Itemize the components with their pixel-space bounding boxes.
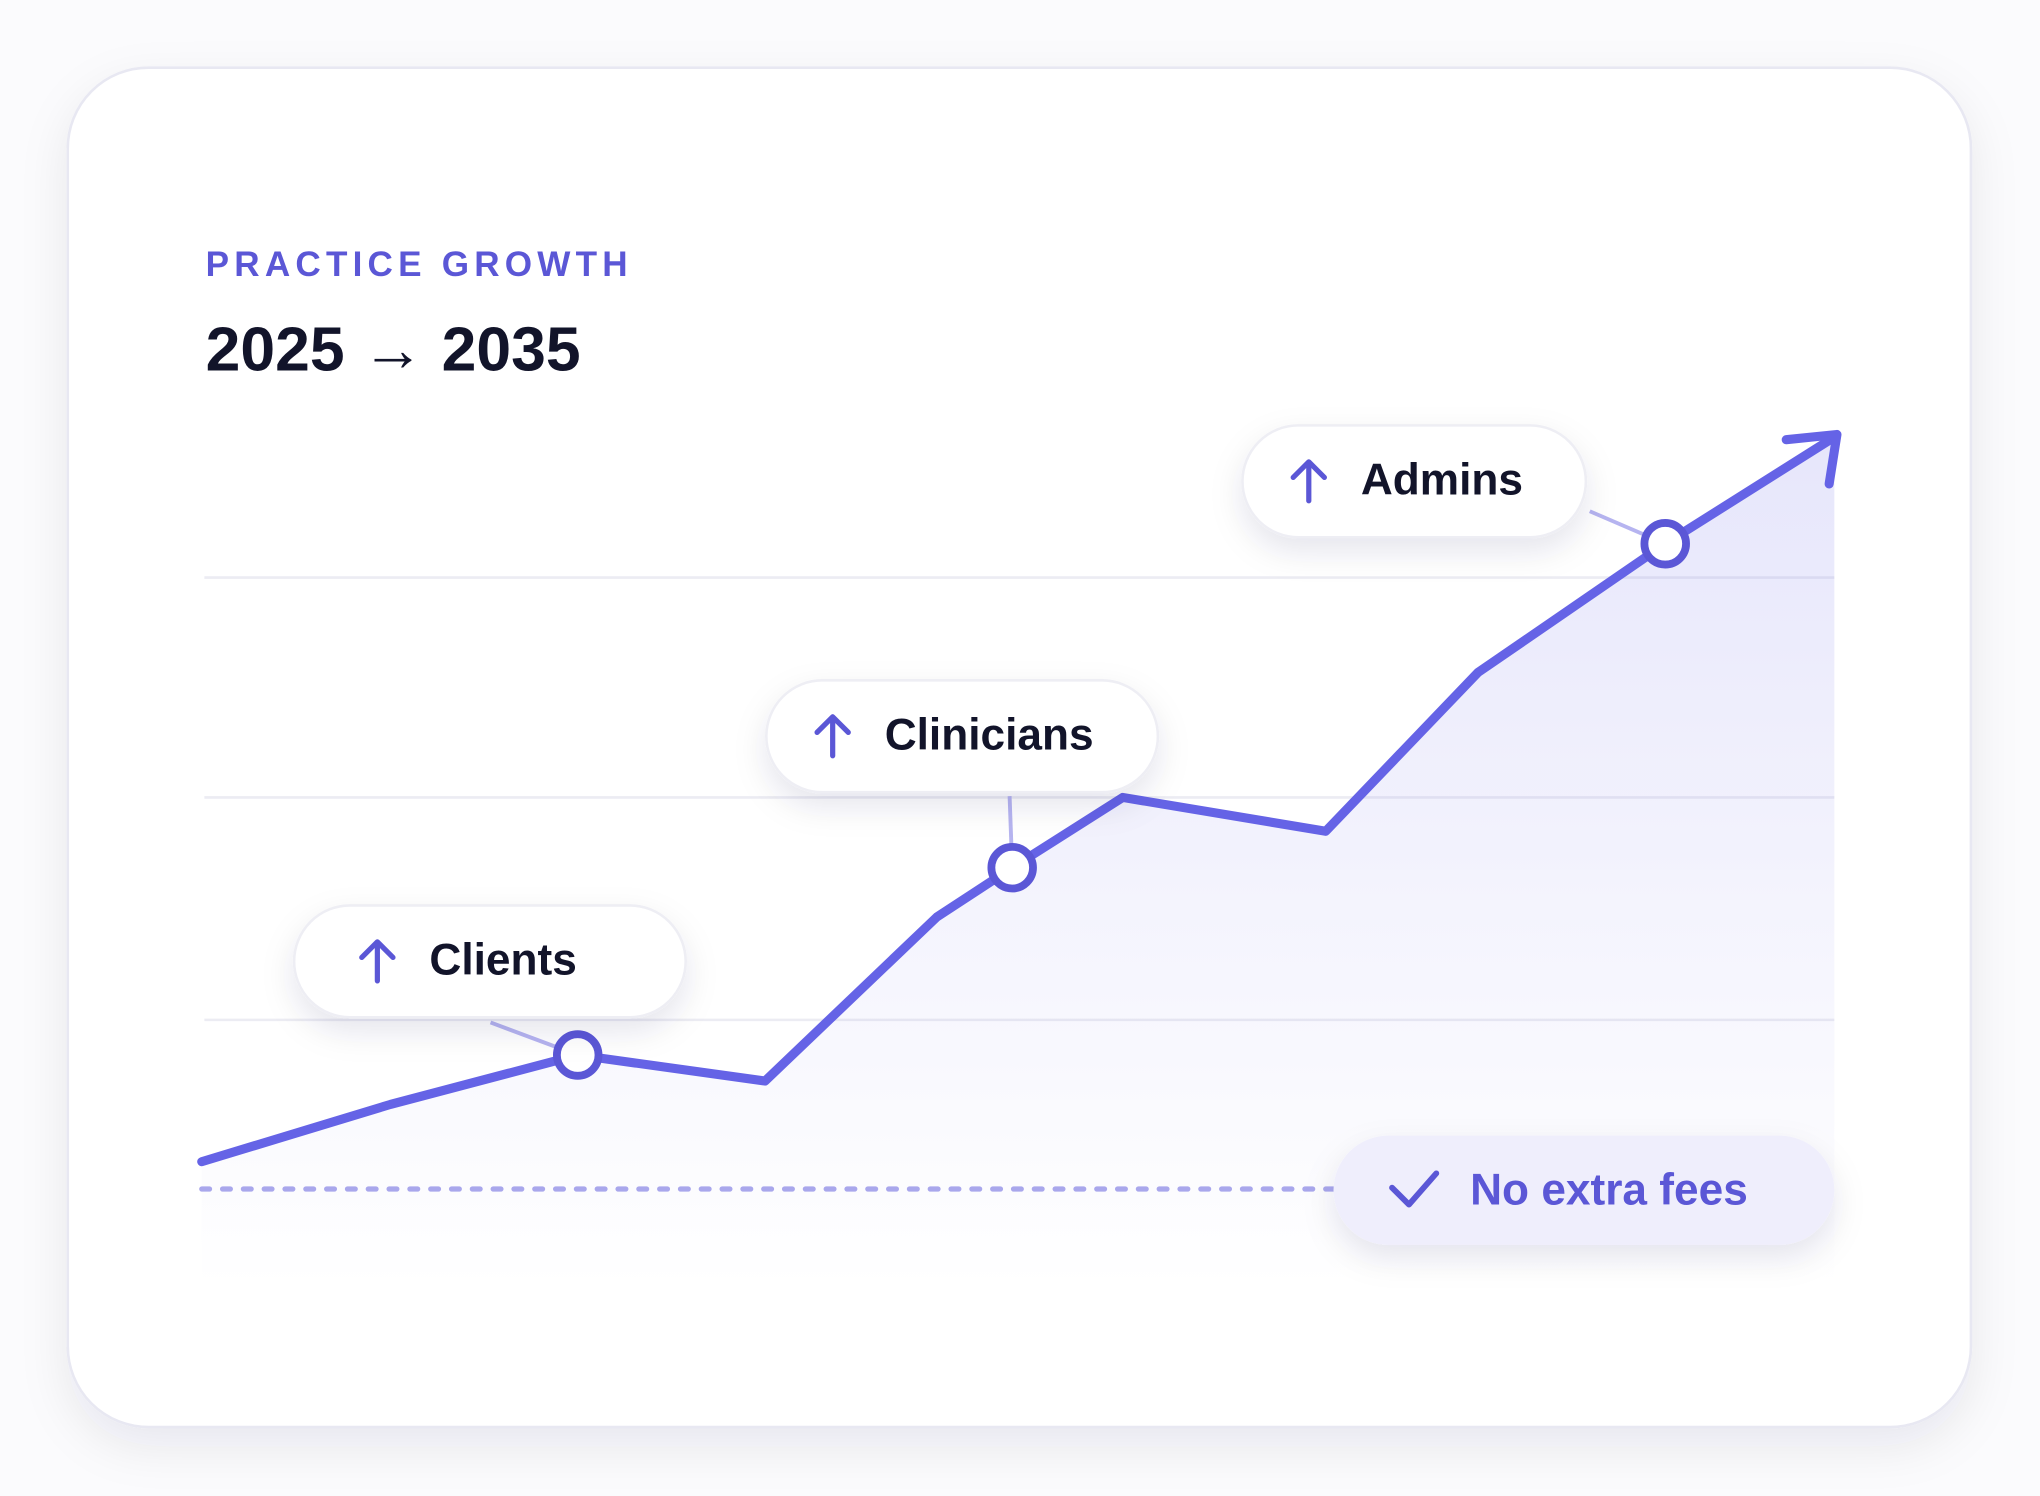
up-icon	[359, 939, 396, 984]
area	[201, 437, 1835, 1288]
marker	[552, 1030, 603, 1080]
pill	[1241, 424, 1588, 539]
up-icon	[1290, 459, 1328, 504]
arrow-head	[1781, 429, 1842, 489]
up-icon	[814, 714, 851, 759]
label: Clients	[429, 935, 576, 984]
pill-clinicians: Clinicians	[765, 679, 1160, 794]
pill	[765, 679, 1160, 794]
marker	[987, 842, 1037, 893]
pill	[292, 904, 687, 1019]
marker	[1640, 519, 1690, 569]
pill-admins: Admins	[1241, 424, 1588, 539]
pill-clients: Clients	[292, 904, 687, 1019]
label: Clinicians	[885, 710, 1094, 759]
label: Admins	[1361, 455, 1523, 504]
eyebrow: PRACTICE GROWTH	[206, 245, 633, 284]
badge-bg	[1333, 1135, 1835, 1245]
badge: No extra fees	[1333, 1135, 1835, 1245]
badge-text: No extra fees	[1470, 1166, 1748, 1215]
check-icon	[1389, 1170, 1440, 1208]
markers	[552, 519, 1690, 1080]
title: 2025 → 2035	[206, 314, 581, 384]
